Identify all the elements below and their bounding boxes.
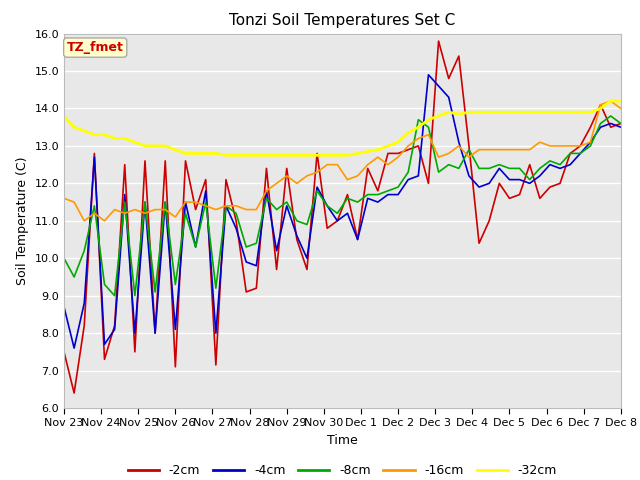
-4cm [384,192,392,197]
-16cm [70,199,78,205]
Line: -16cm: -16cm [64,101,621,221]
-2cm [435,38,442,44]
Y-axis label: Soil Temperature (C): Soil Temperature (C) [16,156,29,285]
-8cm [70,274,78,280]
-8cm [384,188,392,194]
-2cm [70,390,78,396]
-8cm [495,162,503,168]
-16cm [384,162,392,168]
-4cm [70,345,78,351]
-4cm [617,124,625,130]
-16cm [495,147,503,153]
-2cm [617,120,625,126]
-8cm [617,120,625,126]
-32cm [607,98,614,104]
-32cm [70,124,78,130]
-4cm [273,248,280,253]
-2cm [273,266,280,272]
-32cm [384,143,392,149]
Line: -4cm: -4cm [64,75,621,348]
-4cm [60,304,68,310]
-16cm [617,106,625,111]
-32cm [273,152,280,158]
-2cm [81,323,88,328]
-16cm [81,218,88,224]
-8cm [435,169,442,175]
-32cm [415,124,422,130]
Legend: -2cm, -4cm, -8cm, -16cm, -32cm: -2cm, -4cm, -8cm, -16cm, -32cm [123,459,562,480]
-32cm [617,98,625,104]
-2cm [506,195,513,201]
-32cm [60,113,68,119]
-16cm [60,195,68,201]
-4cm [81,300,88,306]
Line: -8cm: -8cm [64,116,621,296]
X-axis label: Time: Time [327,434,358,447]
-16cm [435,154,442,160]
-4cm [424,72,432,78]
-2cm [445,76,452,82]
-16cm [607,98,614,104]
-8cm [607,113,614,119]
-8cm [111,293,118,299]
Line: -32cm: -32cm [64,101,621,155]
-16cm [273,180,280,186]
-32cm [222,152,230,158]
-2cm [415,143,422,149]
-2cm [60,349,68,355]
-32cm [435,113,442,119]
-4cm [506,177,513,182]
Text: TZ_fmet: TZ_fmet [67,41,124,54]
-8cm [60,255,68,261]
-2cm [384,151,392,156]
-4cm [415,173,422,179]
-32cm [495,109,503,115]
-4cm [445,95,452,100]
Line: -2cm: -2cm [64,41,621,393]
-16cm [415,135,422,141]
-8cm [273,207,280,213]
-8cm [415,117,422,122]
Title: Tonzi Soil Temperatures Set C: Tonzi Soil Temperatures Set C [229,13,456,28]
